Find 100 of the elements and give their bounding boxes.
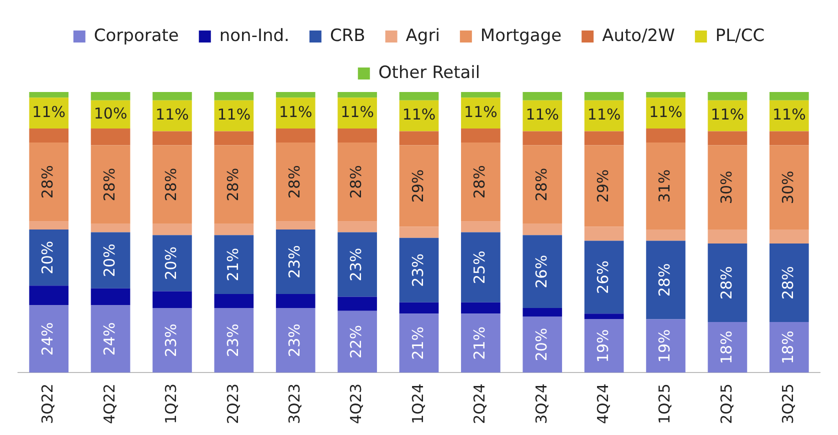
bar xyxy=(708,229,748,244)
x-tick-label: 1Q23 xyxy=(162,384,180,424)
bar xyxy=(214,131,254,146)
bar xyxy=(152,291,192,308)
data-label: 28% xyxy=(470,165,489,198)
data-label: 20% xyxy=(38,240,57,274)
bar xyxy=(461,302,500,314)
bar xyxy=(90,128,130,146)
data-label: 19% xyxy=(656,329,674,363)
bar xyxy=(214,92,254,100)
bar xyxy=(522,92,562,100)
bar xyxy=(399,145,439,227)
data-label: 28% xyxy=(100,168,118,202)
bar xyxy=(646,319,686,373)
data-label: 28% xyxy=(38,165,57,198)
bar xyxy=(584,314,624,320)
bar xyxy=(29,92,69,98)
bar xyxy=(276,229,316,294)
bar xyxy=(708,322,748,373)
bar xyxy=(769,100,809,132)
x-tick-label: 4Q22 xyxy=(100,384,118,424)
legend-label: CRB xyxy=(330,26,366,46)
bar xyxy=(584,92,624,100)
data-label: 18% xyxy=(717,330,736,364)
bar xyxy=(769,229,809,244)
bar xyxy=(522,308,562,316)
bar xyxy=(522,100,562,132)
bar xyxy=(90,232,130,288)
bar xyxy=(29,286,69,306)
data-label: 11% xyxy=(649,102,682,121)
bar xyxy=(708,244,748,322)
bar xyxy=(769,92,809,100)
bar xyxy=(769,131,809,146)
bar xyxy=(399,131,439,146)
bar xyxy=(461,142,500,222)
bar xyxy=(214,294,254,308)
bar xyxy=(214,308,254,373)
data-label: 23% xyxy=(224,324,242,357)
bar xyxy=(461,232,500,302)
data-label: 20% xyxy=(100,244,118,278)
data-label: 11% xyxy=(526,106,560,124)
data-label: 20% xyxy=(162,246,180,280)
bar xyxy=(584,131,624,146)
data-label: 28% xyxy=(162,168,180,202)
bar xyxy=(29,221,69,230)
data-label: 29% xyxy=(408,169,427,203)
legend-label: Agri xyxy=(406,26,440,46)
data-label: 19% xyxy=(594,329,612,363)
bar xyxy=(522,224,562,236)
legend-label: Auto/2W xyxy=(602,26,676,46)
bar xyxy=(338,98,377,128)
bar xyxy=(399,92,439,100)
data-label: 25% xyxy=(470,250,489,284)
data-label: 23% xyxy=(286,324,304,357)
bar xyxy=(522,235,562,308)
x-tick-label: 1Q25 xyxy=(656,384,674,424)
data-label: 24% xyxy=(100,322,118,356)
bar xyxy=(90,305,130,373)
data-label: 11% xyxy=(340,102,374,121)
legend-label: Other Retail xyxy=(378,62,480,83)
bar xyxy=(214,235,254,294)
data-label: 21% xyxy=(224,248,242,282)
data-label: 28% xyxy=(717,266,736,300)
bar xyxy=(152,224,192,236)
bar xyxy=(769,145,809,230)
data-label: 23% xyxy=(286,245,304,278)
bar xyxy=(584,226,624,241)
bar xyxy=(646,128,686,142)
data-label: 18% xyxy=(779,330,798,364)
data-label: 30% xyxy=(717,170,736,204)
data-label: 28% xyxy=(532,168,550,202)
bar xyxy=(214,224,254,236)
x-tick-label: 3Q25 xyxy=(779,384,798,424)
bar xyxy=(29,305,69,373)
bar xyxy=(584,145,624,227)
bar xyxy=(90,92,130,100)
data-label: 11% xyxy=(278,102,312,121)
bar xyxy=(276,128,316,142)
x-tick-label: 1Q24 xyxy=(408,384,427,424)
data-label: 28% xyxy=(779,266,798,300)
bar xyxy=(29,142,69,222)
data-label: 31% xyxy=(656,169,674,203)
bar xyxy=(461,314,500,373)
bar xyxy=(276,92,316,98)
data-label: 11% xyxy=(464,102,498,121)
x-tick-label: 4Q23 xyxy=(347,384,366,424)
bar xyxy=(276,308,316,373)
bar xyxy=(276,142,316,222)
data-label: 28% xyxy=(656,263,674,297)
x-tick-label: 3Q23 xyxy=(286,384,304,424)
bar xyxy=(276,98,316,128)
data-label: 10% xyxy=(94,104,128,122)
bar xyxy=(584,319,624,373)
bar xyxy=(646,229,686,241)
data-label: 11% xyxy=(217,106,251,124)
data-label: 21% xyxy=(408,326,427,360)
x-tick-label: 2Q23 xyxy=(224,384,242,424)
data-label: 23% xyxy=(162,324,180,357)
bar xyxy=(461,92,500,98)
data-label: 11% xyxy=(587,106,621,124)
